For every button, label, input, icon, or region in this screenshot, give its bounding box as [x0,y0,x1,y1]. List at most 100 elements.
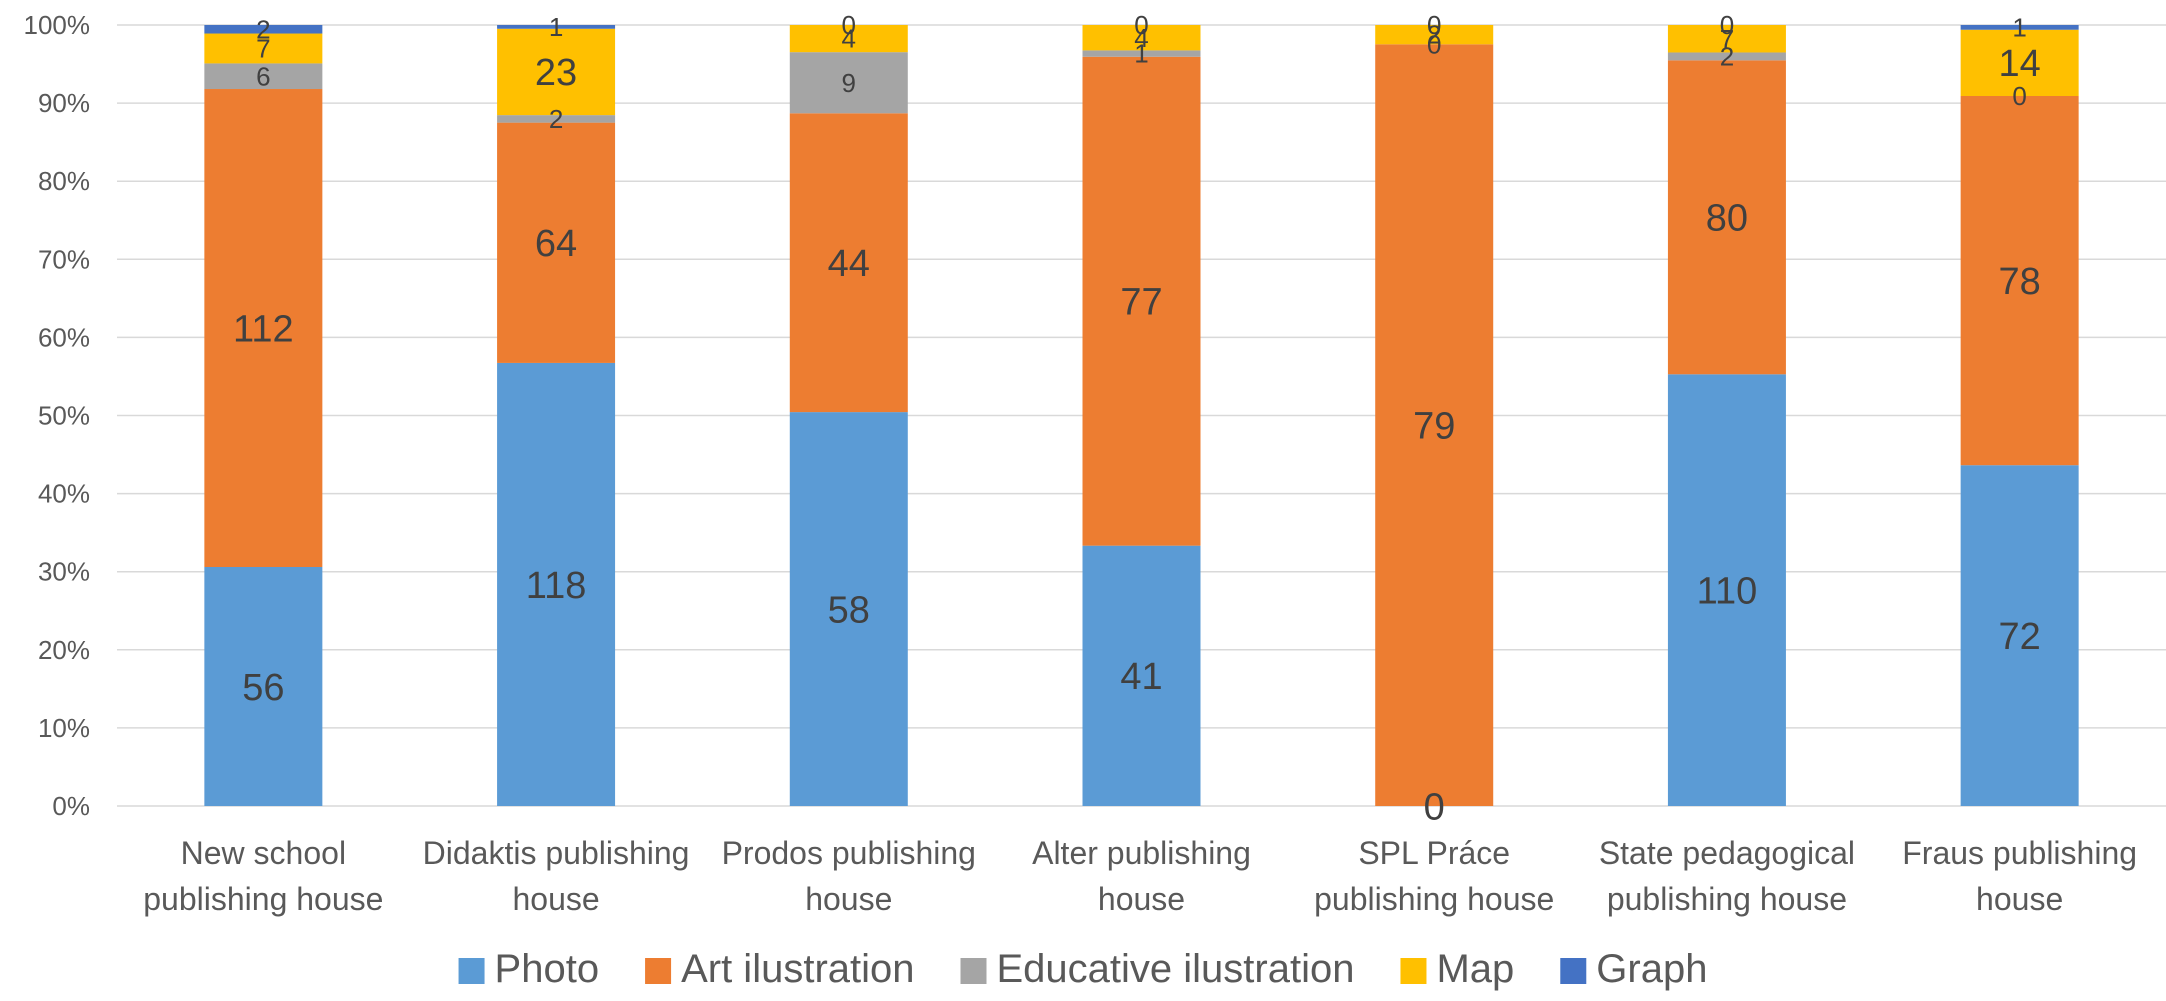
category-label: house [1976,881,2063,917]
category-label: New school [181,835,346,871]
y-tick-label: 50% [38,401,90,431]
category-label: Alter publishing [1032,835,1251,871]
bar-segment [1960,96,2079,466]
category-label: publishing house [143,881,383,917]
bar-segment [789,25,908,53]
y-tick-label: 30% [38,557,90,587]
data-label: 112 [233,308,294,350]
data-label: 0 [1427,29,1441,59]
data-label: 118 [526,565,587,607]
bar-segment [789,113,908,413]
legend-item: Photo [458,947,599,991]
data-label: 2 [1720,41,1734,71]
category-label: publishing house [1314,881,1554,917]
bar-segment [789,412,908,806]
legend-item: Educative ilustration [960,947,1355,991]
y-axis: 0% 10% 20% 30% 40% 50% 60% 70% 80% 90% 100% [24,10,91,821]
y-tick-label: 70% [38,244,90,274]
category-label: house [1098,881,1185,917]
legend-label: Art ilustration [681,947,914,991]
legend-label: Map [1436,947,1514,991]
category-label: State pedagogical [1599,835,1855,871]
y-tick-label: 100% [24,10,91,40]
bar-segment [1082,545,1201,806]
legend-swatch [458,958,485,984]
data-label: 7 [256,34,270,64]
data-label: 4 [842,24,856,54]
data-label: 0 [842,10,856,40]
bar-segment [497,362,616,806]
legend-item: Graph [1560,947,1707,991]
data-label: 4 [1134,23,1148,53]
bar-segment [497,28,616,116]
bar-segment [497,115,616,123]
legend: Photo Art ilustration Educative ilustratio… [458,947,1707,991]
data-label: 2 [1427,20,1441,50]
y-tick-label: 60% [38,322,90,352]
data-label: 0 [1134,10,1148,40]
legend-swatch [1560,958,1587,984]
bar-segment [1667,25,1786,53]
bar-segment [204,567,323,806]
bar-segment [1960,465,2079,806]
y-tick-label: 90% [38,88,90,118]
legend-label: Educative ilustration [997,947,1355,991]
bar-segment [204,25,323,34]
y-tick-label: 80% [38,166,90,196]
data-label: 6 [256,61,270,91]
data-label: 56 [242,667,284,709]
data-label: 23 [535,52,577,94]
data-label: 0 [2012,81,2026,111]
data-label: 0 [1427,10,1441,40]
x-axis: New school publishing house Didaktis publi… [143,835,2137,917]
legend-item: Map [1400,947,1514,991]
data-labels: 5611267211864223158449404177140079020110… [233,10,2041,828]
bar-segment [789,52,908,114]
bar-segment [1082,50,1201,57]
data-label: 110 [1697,570,1758,612]
data-label: 41 [1120,656,1162,698]
category-label: Didaktis publishing [423,835,690,871]
y-tick-label: 10% [38,713,90,743]
legend-swatch [645,958,672,984]
bars [204,25,2079,807]
bar-segment [1375,44,1494,807]
category-label: house [805,881,892,917]
data-label: 7 [1720,24,1734,54]
data-label: 64 [535,223,577,265]
data-label: 1 [1134,39,1148,69]
bar-segment [497,122,616,363]
category-label: SPL Práce [1358,835,1510,871]
bar-segment [204,33,323,64]
data-label: 2 [256,14,270,44]
data-label: 77 [1120,282,1162,324]
y-tick-label: 0% [52,791,90,821]
legend-label: Graph [1596,947,1707,991]
data-label: 44 [828,243,870,285]
y-tick-label: 20% [38,635,90,665]
data-label: 72 [1999,616,2041,658]
bar-segment [1960,25,2079,30]
data-label: 58 [828,589,870,631]
data-label: 2 [549,104,563,134]
legend-item: Art ilustration [645,947,915,991]
data-label: 0 [1424,786,1445,828]
data-label: 78 [1999,261,2041,303]
data-label: 0 [1720,10,1734,40]
data-label: 80 [1706,198,1748,240]
legend-swatch [1400,958,1427,984]
category-label: publishing house [1607,881,1847,917]
bar-segment [1960,29,2079,96]
bar-segment [1667,52,1786,61]
data-label: 14 [1999,43,2041,85]
bar-segment [204,63,323,90]
category-label: Prodos publishing [722,835,976,871]
bar-segment [204,89,323,568]
bar-segment [1082,25,1201,51]
bar-segment [1667,60,1786,375]
data-label: 1 [549,12,563,42]
bar-segment [497,25,616,29]
category-label: Fraus publishing [1902,835,2137,871]
data-label: 9 [842,68,856,98]
